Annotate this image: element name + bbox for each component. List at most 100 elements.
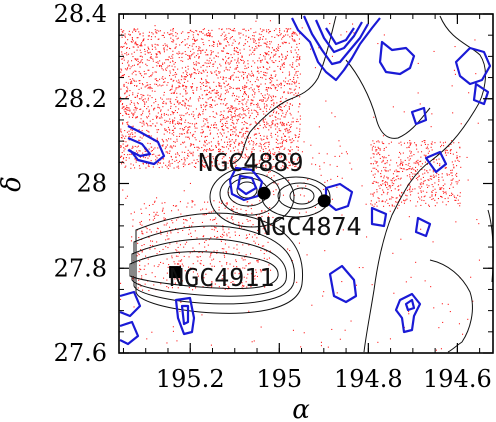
data-point <box>276 89 278 91</box>
data-point <box>273 110 275 112</box>
data-point <box>218 84 220 86</box>
data-point <box>203 64 205 66</box>
data-point <box>455 174 457 176</box>
data-point <box>245 147 247 149</box>
data-point <box>292 154 294 156</box>
data-point <box>205 109 207 111</box>
black-contour-line <box>231 15 337 165</box>
data-point <box>197 50 199 52</box>
data-point <box>207 244 209 246</box>
data-point <box>142 289 144 291</box>
data-point <box>199 81 201 83</box>
data-point <box>153 215 155 217</box>
data-point <box>232 273 234 275</box>
data-point <box>151 45 153 47</box>
data-point <box>171 88 173 90</box>
data-point <box>439 188 441 190</box>
data-point <box>147 165 149 167</box>
data-point <box>222 103 224 105</box>
data-point <box>466 156 468 158</box>
data-point <box>209 219 211 221</box>
data-point <box>225 125 227 127</box>
data-point <box>318 152 320 154</box>
data-point <box>126 107 128 109</box>
data-point <box>132 46 134 48</box>
data-point <box>245 155 247 157</box>
data-point <box>262 95 264 97</box>
data-point <box>145 207 147 209</box>
blue-contour-line <box>119 320 140 346</box>
data-point <box>263 103 265 105</box>
data-point <box>273 102 275 104</box>
data-point <box>187 272 189 274</box>
data-point <box>244 68 246 70</box>
data-point <box>253 149 255 151</box>
data-point <box>244 132 246 134</box>
data-point <box>176 112 178 114</box>
data-point <box>230 143 232 145</box>
data-point <box>283 125 285 127</box>
data-point <box>234 100 236 102</box>
data-point <box>200 77 202 79</box>
data-point <box>237 108 239 110</box>
data-point <box>407 169 409 171</box>
data-point <box>289 149 291 151</box>
data-point <box>142 112 144 114</box>
data-point <box>148 31 150 33</box>
data-point <box>208 65 210 67</box>
data-point <box>194 118 196 120</box>
data-point <box>262 66 264 68</box>
black-contour-line <box>289 187 315 205</box>
data-point <box>138 71 140 73</box>
data-point <box>383 192 385 194</box>
data-point <box>282 56 284 58</box>
data-point <box>291 33 293 35</box>
data-point <box>273 154 275 156</box>
data-point <box>224 164 226 166</box>
data-point <box>221 114 223 116</box>
data-point <box>374 173 376 175</box>
data-point <box>203 150 205 152</box>
data-point <box>227 116 229 118</box>
data-point <box>203 28 205 30</box>
data-point <box>217 167 219 169</box>
data-point <box>301 151 303 153</box>
data-point <box>225 61 227 63</box>
data-point <box>173 167 175 169</box>
data-point <box>168 160 170 162</box>
data-point <box>167 126 169 128</box>
data-point <box>145 255 147 257</box>
data-point <box>231 208 233 210</box>
data-point <box>123 45 125 47</box>
data-point <box>166 67 168 69</box>
data-point <box>211 285 213 287</box>
data-point <box>137 28 139 30</box>
data-point <box>414 188 416 190</box>
data-point <box>451 172 453 174</box>
data-point <box>255 31 257 33</box>
data-point <box>243 133 245 135</box>
data-point <box>192 200 194 202</box>
data-point <box>247 157 249 159</box>
data-point <box>341 152 343 154</box>
data-point <box>235 76 237 78</box>
data-point <box>187 47 189 49</box>
data-point <box>230 281 232 283</box>
data-point <box>386 170 388 172</box>
data-point <box>216 113 218 115</box>
data-point <box>195 55 197 57</box>
data-point <box>406 189 408 191</box>
y-tick-label: 27.8 <box>54 254 107 282</box>
data-point <box>176 52 178 54</box>
data-point <box>288 42 290 44</box>
data-point <box>288 161 290 163</box>
data-point <box>186 220 188 222</box>
data-point <box>138 88 140 90</box>
data-point <box>238 114 240 116</box>
data-point <box>213 124 215 126</box>
data-point <box>453 167 455 169</box>
data-point <box>193 62 195 64</box>
data-point <box>259 200 261 202</box>
data-point <box>282 124 284 126</box>
data-point <box>158 129 160 131</box>
